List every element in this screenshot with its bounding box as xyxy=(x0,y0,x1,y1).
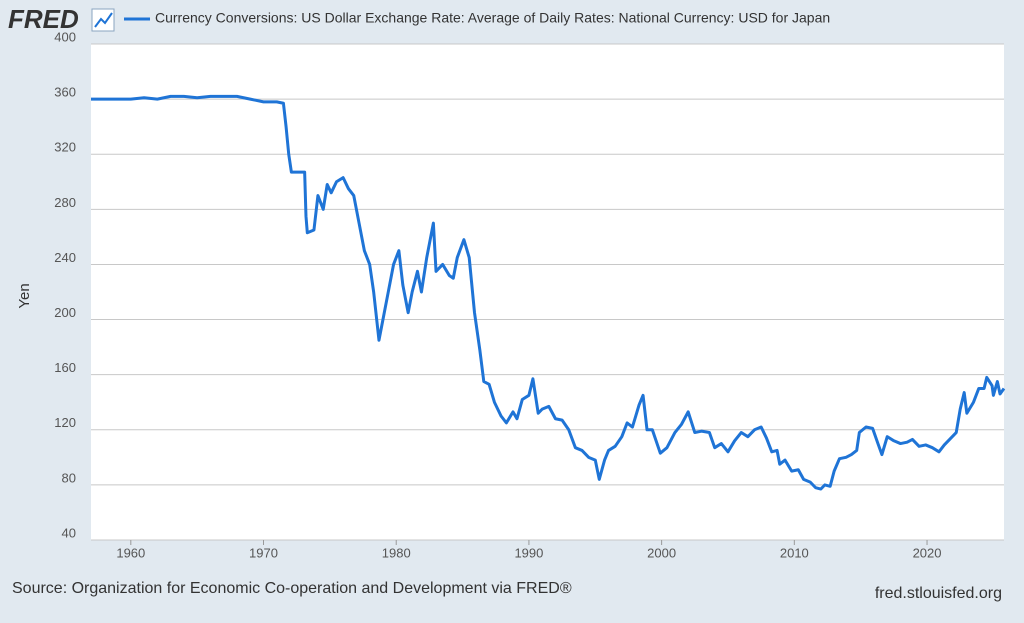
data-line xyxy=(91,94,1006,491)
x-tick-label: 2020 xyxy=(913,545,942,560)
y-tick-label: 280 xyxy=(54,195,76,210)
y-tick-label: 40 xyxy=(62,525,76,540)
legend-label: Currency Conversions: US Dollar Exchange… xyxy=(155,10,830,26)
y-tick-label: 240 xyxy=(54,250,76,265)
x-tick-label: 2010 xyxy=(780,545,809,560)
x-tick-label: 1960 xyxy=(116,545,145,560)
y-tick-label: 400 xyxy=(54,29,76,44)
x-tick-label: 1990 xyxy=(514,545,543,560)
x-tick-label: 1970 xyxy=(249,545,278,560)
logo: FRED xyxy=(8,4,79,34)
y-axis-label: Yen xyxy=(16,283,33,308)
source: Source: Organization for Economic Co-ope… xyxy=(12,580,572,597)
plot-area xyxy=(91,44,1004,540)
site: fred.stlouisfed.org xyxy=(875,585,1002,602)
logo-icon xyxy=(91,8,115,32)
x-tick-label: 2000 xyxy=(647,545,676,560)
x-tick-label: 1980 xyxy=(382,545,411,560)
y-tick-label: 80 xyxy=(62,470,76,485)
y-tick-label: 320 xyxy=(54,140,76,155)
y-tick-label: 200 xyxy=(54,305,76,320)
y-tick-label: 360 xyxy=(54,85,76,100)
y-tick-label: 160 xyxy=(54,360,76,375)
y-tick-label: 120 xyxy=(54,415,76,430)
